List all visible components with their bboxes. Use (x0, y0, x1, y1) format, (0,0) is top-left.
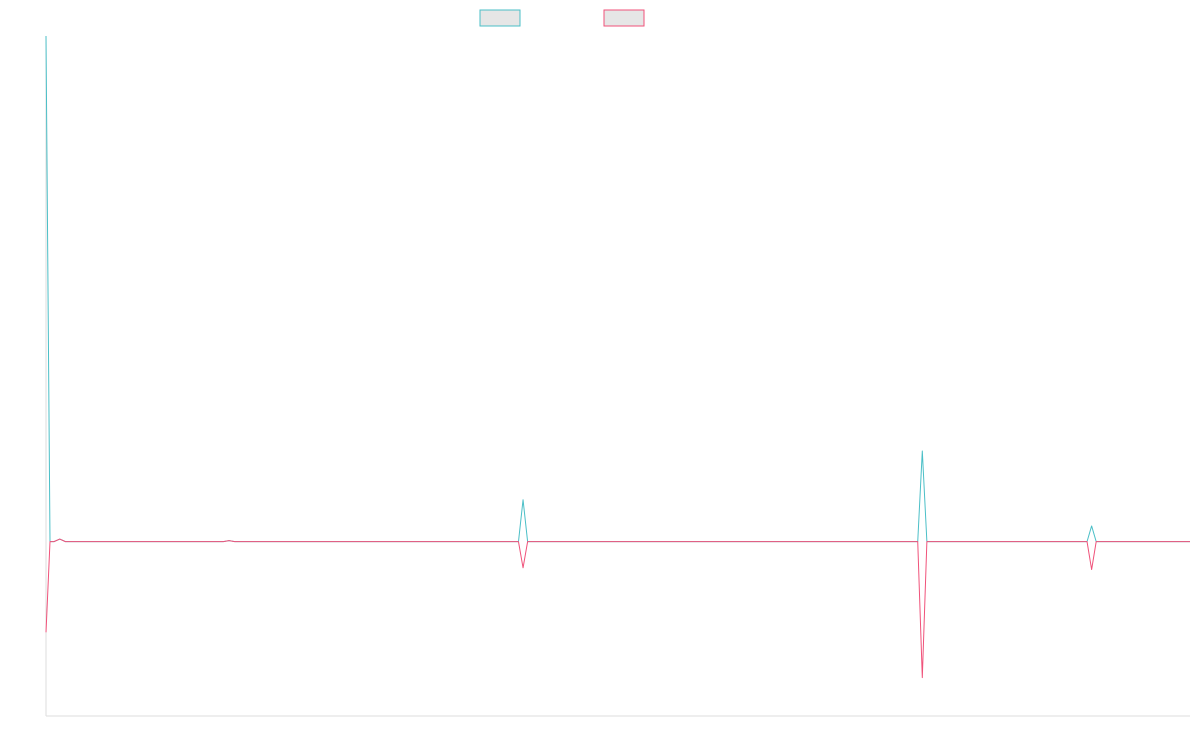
series-line-1 (45, 35, 1190, 543)
series-layer (45, 35, 1190, 679)
chart-legend (479, 9, 645, 27)
legend-swatch-1[interactable] (479, 9, 521, 27)
series-line-2 (45, 538, 1190, 679)
chart-axes (45, 36, 1190, 717)
legend-swatch-2[interactable] (603, 9, 645, 27)
